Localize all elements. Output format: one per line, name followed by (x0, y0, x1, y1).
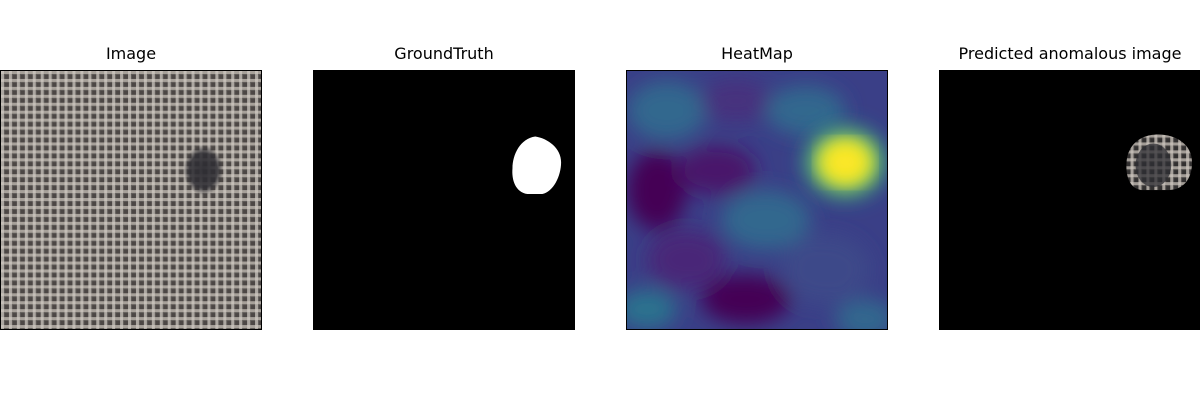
fabric-image (0, 70, 262, 330)
predicted-region (1126, 134, 1193, 191)
heat-hotspot (821, 142, 870, 183)
heatmap-image (626, 70, 888, 330)
panel-title: GroundTruth (394, 44, 494, 63)
panel-title: Image (105, 44, 157, 63)
panel-title: Predicted anomalous image (958, 44, 1182, 63)
panel-groundtruth: GroundTruth (313, 0, 575, 400)
mask-blob (512, 136, 562, 195)
panel-title: HeatMap (721, 44, 793, 63)
panel-predicted: Predicted anomalous image (939, 0, 1200, 400)
panel-image: Image (0, 0, 262, 400)
defect-spot (183, 145, 224, 196)
groundtruth-mask (313, 70, 575, 330)
panel-heatmap: HeatMap (626, 0, 888, 400)
predicted-image (939, 70, 1200, 330)
